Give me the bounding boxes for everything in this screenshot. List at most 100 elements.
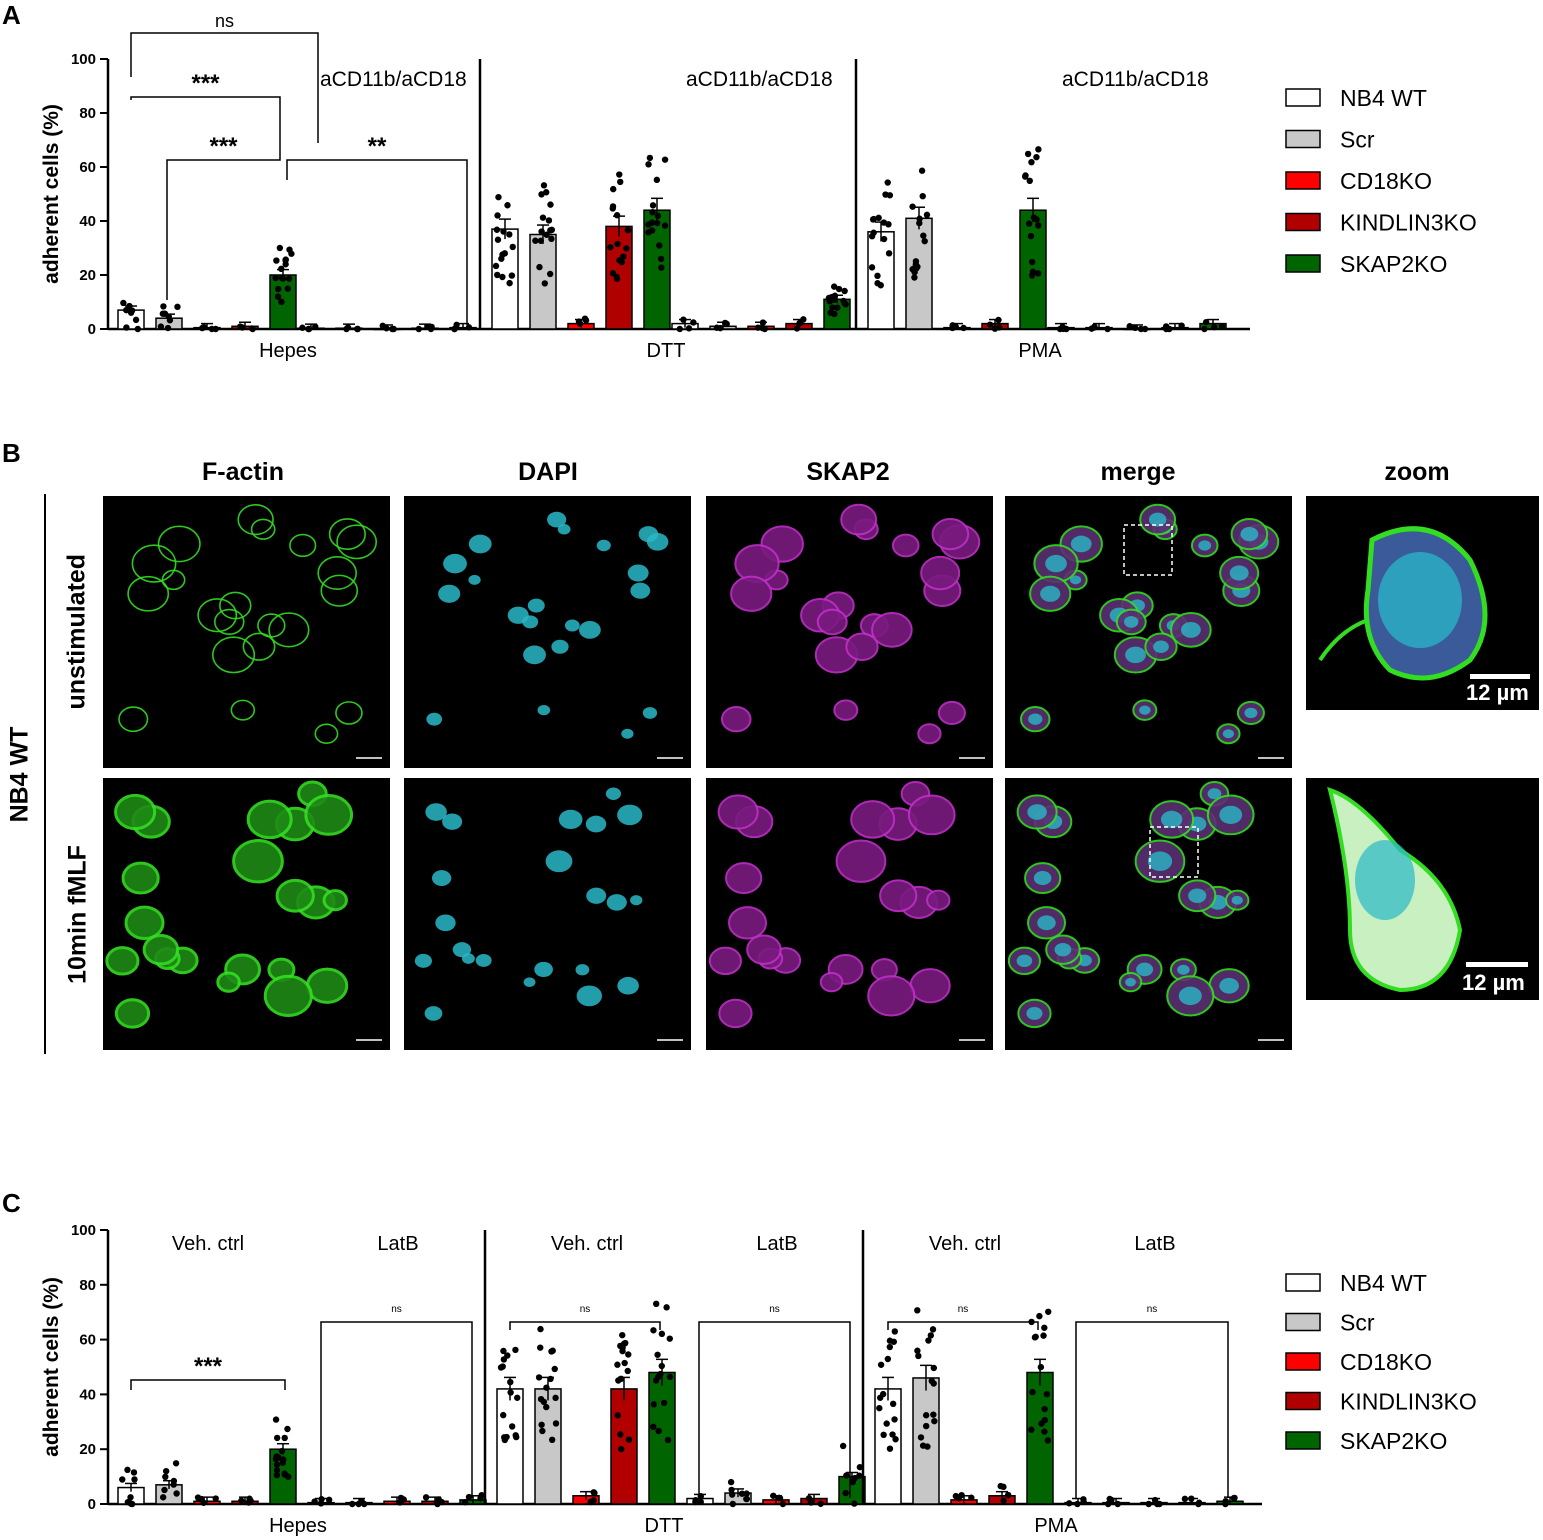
nucleus (558, 809, 583, 830)
data-point (613, 275, 621, 283)
data-point (743, 1490, 750, 1497)
data-point (623, 245, 630, 252)
data-point (162, 1473, 169, 1481)
legend-swatch (1285, 212, 1321, 232)
data-point (1028, 158, 1035, 166)
data-point (282, 257, 289, 264)
bar (1019, 209, 1047, 330)
data-point (625, 1436, 633, 1443)
data-point (868, 264, 876, 271)
data-point (415, 325, 422, 333)
data-point (397, 1494, 405, 1502)
nucleus (1198, 540, 1212, 551)
data-point (914, 1307, 921, 1314)
significance-label: *** (209, 133, 238, 160)
nucleus (1027, 804, 1047, 820)
cell (131, 544, 177, 583)
data-point (1033, 153, 1040, 161)
data-point (1222, 1497, 1229, 1505)
data-point (880, 1431, 887, 1439)
data-point (995, 324, 1003, 331)
y-tick-label: 80 (79, 105, 96, 122)
data-point (685, 325, 693, 332)
nucleus (1178, 986, 1202, 1006)
data-point (843, 1472, 850, 1479)
data-point (465, 1493, 473, 1501)
group-label: PMA (1034, 1515, 1078, 1537)
y-tick-label: 20 (79, 267, 96, 284)
panel-c-chart: 0 20 40 60 80 100 adherent cells (%) Hepes Veh. … (40, 1222, 1477, 1537)
data-point (504, 1352, 511, 1359)
data-point (1022, 172, 1029, 179)
y-tick-label: 0 (88, 1496, 96, 1513)
subgroup-label: Veh. ctrl (551, 1233, 623, 1255)
data-point (427, 325, 435, 333)
data-point (500, 1411, 507, 1419)
cell (216, 971, 241, 993)
data-point (157, 323, 165, 330)
data-point (495, 193, 502, 201)
data-point (654, 212, 662, 220)
cell (907, 794, 956, 836)
data-point (500, 1347, 507, 1355)
bar (610, 1388, 638, 1505)
data-point (123, 324, 130, 331)
data-point (453, 321, 460, 329)
significance-bracket (509, 1321, 661, 1330)
cell (920, 555, 961, 591)
nucleus (1207, 788, 1222, 800)
data-point (807, 1499, 815, 1506)
data-point (1041, 1405, 1048, 1413)
data-point (499, 273, 506, 281)
data-point (625, 1351, 632, 1358)
cell (263, 974, 313, 1017)
data-point (124, 1466, 131, 1474)
data-point (285, 275, 293, 282)
data-point (349, 1500, 356, 1508)
data-point (650, 1401, 658, 1408)
data-point (170, 1477, 178, 1485)
nucleus (1037, 915, 1056, 931)
data-point (160, 303, 167, 310)
data-point (1131, 324, 1139, 332)
data-point (770, 1492, 777, 1499)
group-label: DTT (645, 1515, 684, 1537)
data-point (835, 285, 843, 293)
legend-label: SKAP2KO (1340, 251, 1447, 277)
legend-label: Scr (1340, 1310, 1375, 1336)
data-point (508, 1423, 516, 1430)
nucleus (1219, 805, 1243, 825)
legend-label: NB4 WT (1340, 1270, 1427, 1296)
nucleus (1177, 964, 1190, 975)
data-point (273, 1434, 281, 1442)
data-point (312, 323, 319, 330)
cell (931, 517, 970, 551)
micrograph-factin-0 (103, 496, 390, 768)
data-point (920, 232, 927, 239)
data-point (173, 1490, 180, 1497)
panel-letter-a: A (2, 0, 21, 30)
nucleus (642, 707, 658, 719)
data-point (1031, 1334, 1039, 1341)
data-point (831, 283, 838, 290)
nucleus (431, 870, 452, 886)
data-point (1091, 323, 1098, 330)
cell (336, 524, 378, 560)
data-point (877, 1361, 885, 1368)
data-point (536, 263, 543, 271)
column-header-skap2: SKAP2 (806, 458, 890, 486)
nucleus (438, 584, 461, 603)
nucleus (523, 977, 536, 987)
data-point (930, 1411, 937, 1418)
data-point (509, 243, 516, 251)
data-point (658, 264, 665, 271)
data-point (499, 251, 506, 258)
cell (917, 723, 942, 745)
significance-bracket (130, 32, 319, 143)
significance-bracket (286, 159, 468, 325)
data-point (646, 154, 654, 162)
data-point (610, 185, 617, 193)
data-point (212, 1495, 219, 1502)
nucleus (1136, 962, 1154, 977)
data-point (276, 244, 284, 252)
